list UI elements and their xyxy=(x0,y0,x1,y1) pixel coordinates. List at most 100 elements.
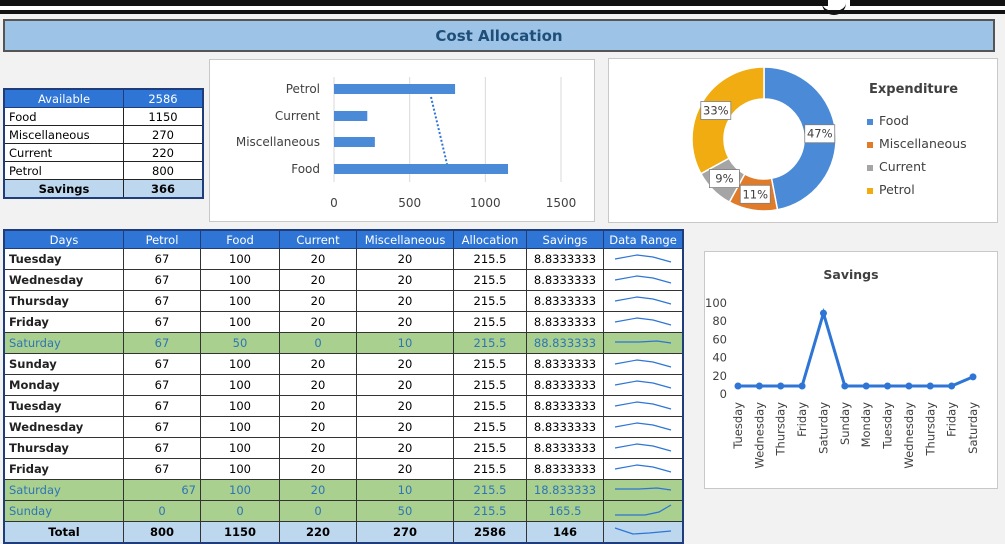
cell-current[interactable]: 0 xyxy=(279,500,357,522)
cell-current[interactable]: 20 xyxy=(279,311,357,333)
savings-chart-panel[interactable]: Savings 0 20 40 60 80 100 Tuesday Wednesday Thu… xyxy=(704,251,998,489)
summary-footer-label[interactable]: Savings xyxy=(3,179,124,199)
summary-label[interactable]: Petrol xyxy=(3,161,124,180)
cell-food[interactable]: 100 xyxy=(200,353,280,375)
cell-food[interactable]: 100 xyxy=(200,395,280,417)
cell-savings[interactable]: 8.8333333 xyxy=(526,248,604,270)
col-header-food[interactable]: Food xyxy=(200,229,280,249)
cell-day[interactable]: Tuesday xyxy=(3,248,124,270)
sparkline-cell[interactable] xyxy=(603,353,684,375)
data-point[interactable] xyxy=(734,382,742,390)
total-cell-food[interactable]: 1150 xyxy=(200,521,280,544)
cell-misc[interactable]: 20 xyxy=(356,374,454,396)
cell-misc[interactable]: 20 xyxy=(356,395,454,417)
cell-current[interactable]: 20 xyxy=(279,395,357,417)
bar-petrol[interactable] xyxy=(334,84,456,94)
cell-savings[interactable]: 8.8333333 xyxy=(526,458,604,480)
cell-petrol[interactable]: 67 xyxy=(123,416,201,438)
cell-food[interactable]: 100 xyxy=(200,458,280,480)
data-point[interactable] xyxy=(755,382,763,390)
cell-food[interactable]: 100 xyxy=(200,416,280,438)
cell-savings[interactable]: 8.8333333 xyxy=(526,290,604,312)
cell-day[interactable]: Tuesday xyxy=(3,395,124,417)
sparkline-cell[interactable] xyxy=(603,395,684,417)
col-header-allocation[interactable]: Allocation xyxy=(453,229,527,249)
cell-allocation[interactable]: 215.5 xyxy=(453,416,527,438)
data-point[interactable] xyxy=(777,382,785,390)
cell-food[interactable]: 100 xyxy=(200,479,280,501)
cell-current[interactable]: 20 xyxy=(279,479,357,501)
cell-savings[interactable]: 165.5 xyxy=(526,500,604,522)
cell-savings[interactable]: 8.8333333 xyxy=(526,269,604,291)
cell-petrol[interactable]: 67 xyxy=(123,395,201,417)
sparkline-cell[interactable] xyxy=(603,458,684,480)
cell-day[interactable]: Wednesday xyxy=(3,269,124,291)
cell-misc[interactable]: 10 xyxy=(356,332,454,354)
cell-savings[interactable]: 18.833333 xyxy=(526,479,604,501)
summary-value[interactable]: 220 xyxy=(123,143,204,162)
cell-petrol[interactable]: 67 xyxy=(123,479,201,501)
cell-food[interactable]: 100 xyxy=(200,290,280,312)
cell-petrol[interactable]: 67 xyxy=(123,374,201,396)
cell-petrol[interactable]: 67 xyxy=(123,269,201,291)
cell-allocation[interactable]: 215.5 xyxy=(453,311,527,333)
col-header-petrol[interactable]: Petrol xyxy=(123,229,201,249)
cell-current[interactable]: 0 xyxy=(279,332,357,354)
cell-misc[interactable]: 20 xyxy=(356,458,454,480)
cell-savings[interactable]: 8.8333333 xyxy=(526,374,604,396)
cell-petrol[interactable]: 67 xyxy=(123,332,201,354)
cell-allocation[interactable]: 215.5 xyxy=(453,353,527,375)
cell-day[interactable]: Saturday xyxy=(3,479,124,501)
col-header-data-range[interactable]: Data Range xyxy=(603,229,684,249)
donut-chart-panel[interactable]: 47% 11% 9% 33% Expenditure Food Miscellaneo… xyxy=(608,58,998,223)
summary-footer-value[interactable]: 366 xyxy=(123,179,204,199)
data-point[interactable] xyxy=(841,382,849,390)
cell-petrol[interactable]: 67 xyxy=(123,437,201,459)
cell-day[interactable]: Sunday xyxy=(3,353,124,375)
bar-miscellaneous[interactable] xyxy=(334,137,375,147)
cell-savings[interactable]: 8.8333333 xyxy=(526,395,604,417)
cell-food[interactable]: 100 xyxy=(200,374,280,396)
cell-day[interactable]: Wednesday xyxy=(3,416,124,438)
cell-day[interactable]: Monday xyxy=(3,374,124,396)
cell-current[interactable]: 20 xyxy=(279,290,357,312)
sparkline-cell[interactable] xyxy=(603,479,684,501)
col-header-savings[interactable]: Savings xyxy=(526,229,604,249)
cell-allocation[interactable]: 215.5 xyxy=(453,248,527,270)
col-header-miscellaneous[interactable]: Miscellaneous xyxy=(356,229,454,249)
cell-current[interactable]: 20 xyxy=(279,416,357,438)
sparkline-cell[interactable] xyxy=(603,500,684,522)
sparkline-cell[interactable] xyxy=(603,374,684,396)
summary-header-label[interactable]: Available xyxy=(3,88,124,108)
cell-day[interactable]: Friday xyxy=(3,458,124,480)
cell-allocation[interactable]: 215.5 xyxy=(453,332,527,354)
cell-petrol[interactable]: 67 xyxy=(123,311,201,333)
cell-savings[interactable]: 8.8333333 xyxy=(526,416,604,438)
cell-day[interactable]: Friday xyxy=(3,311,124,333)
cell-current[interactable]: 20 xyxy=(279,353,357,375)
cell-misc[interactable]: 50 xyxy=(356,500,454,522)
cell-day[interactable]: Sunday xyxy=(3,500,124,522)
cell-allocation[interactable]: 215.5 xyxy=(453,395,527,417)
cell-allocation[interactable]: 215.5 xyxy=(453,290,527,312)
sparkline-cell[interactable] xyxy=(603,311,684,333)
cell-current[interactable]: 20 xyxy=(279,437,357,459)
cell-food[interactable]: 0 xyxy=(200,500,280,522)
cell-allocation[interactable]: 215.5 xyxy=(453,269,527,291)
cell-day[interactable]: Thursday xyxy=(3,437,124,459)
bar-food[interactable] xyxy=(334,164,509,174)
data-point[interactable] xyxy=(969,373,977,381)
summary-label[interactable]: Current xyxy=(3,143,124,162)
cell-allocation[interactable]: 215.5 xyxy=(453,437,527,459)
sparkline-cell[interactable] xyxy=(603,332,684,354)
summary-label[interactable]: Food xyxy=(3,107,124,126)
summary-header-value[interactable]: 2586 xyxy=(123,88,204,108)
summary-value[interactable]: 800 xyxy=(123,161,204,180)
cell-food[interactable]: 100 xyxy=(200,311,280,333)
cell-current[interactable]: 20 xyxy=(279,248,357,270)
data-point[interactable] xyxy=(905,382,913,390)
cell-food[interactable]: 100 xyxy=(200,248,280,270)
total-cell-petrol[interactable]: 800 xyxy=(123,521,201,544)
cell-allocation[interactable]: 215.5 xyxy=(453,458,527,480)
col-header-days[interactable]: Days xyxy=(3,229,124,249)
